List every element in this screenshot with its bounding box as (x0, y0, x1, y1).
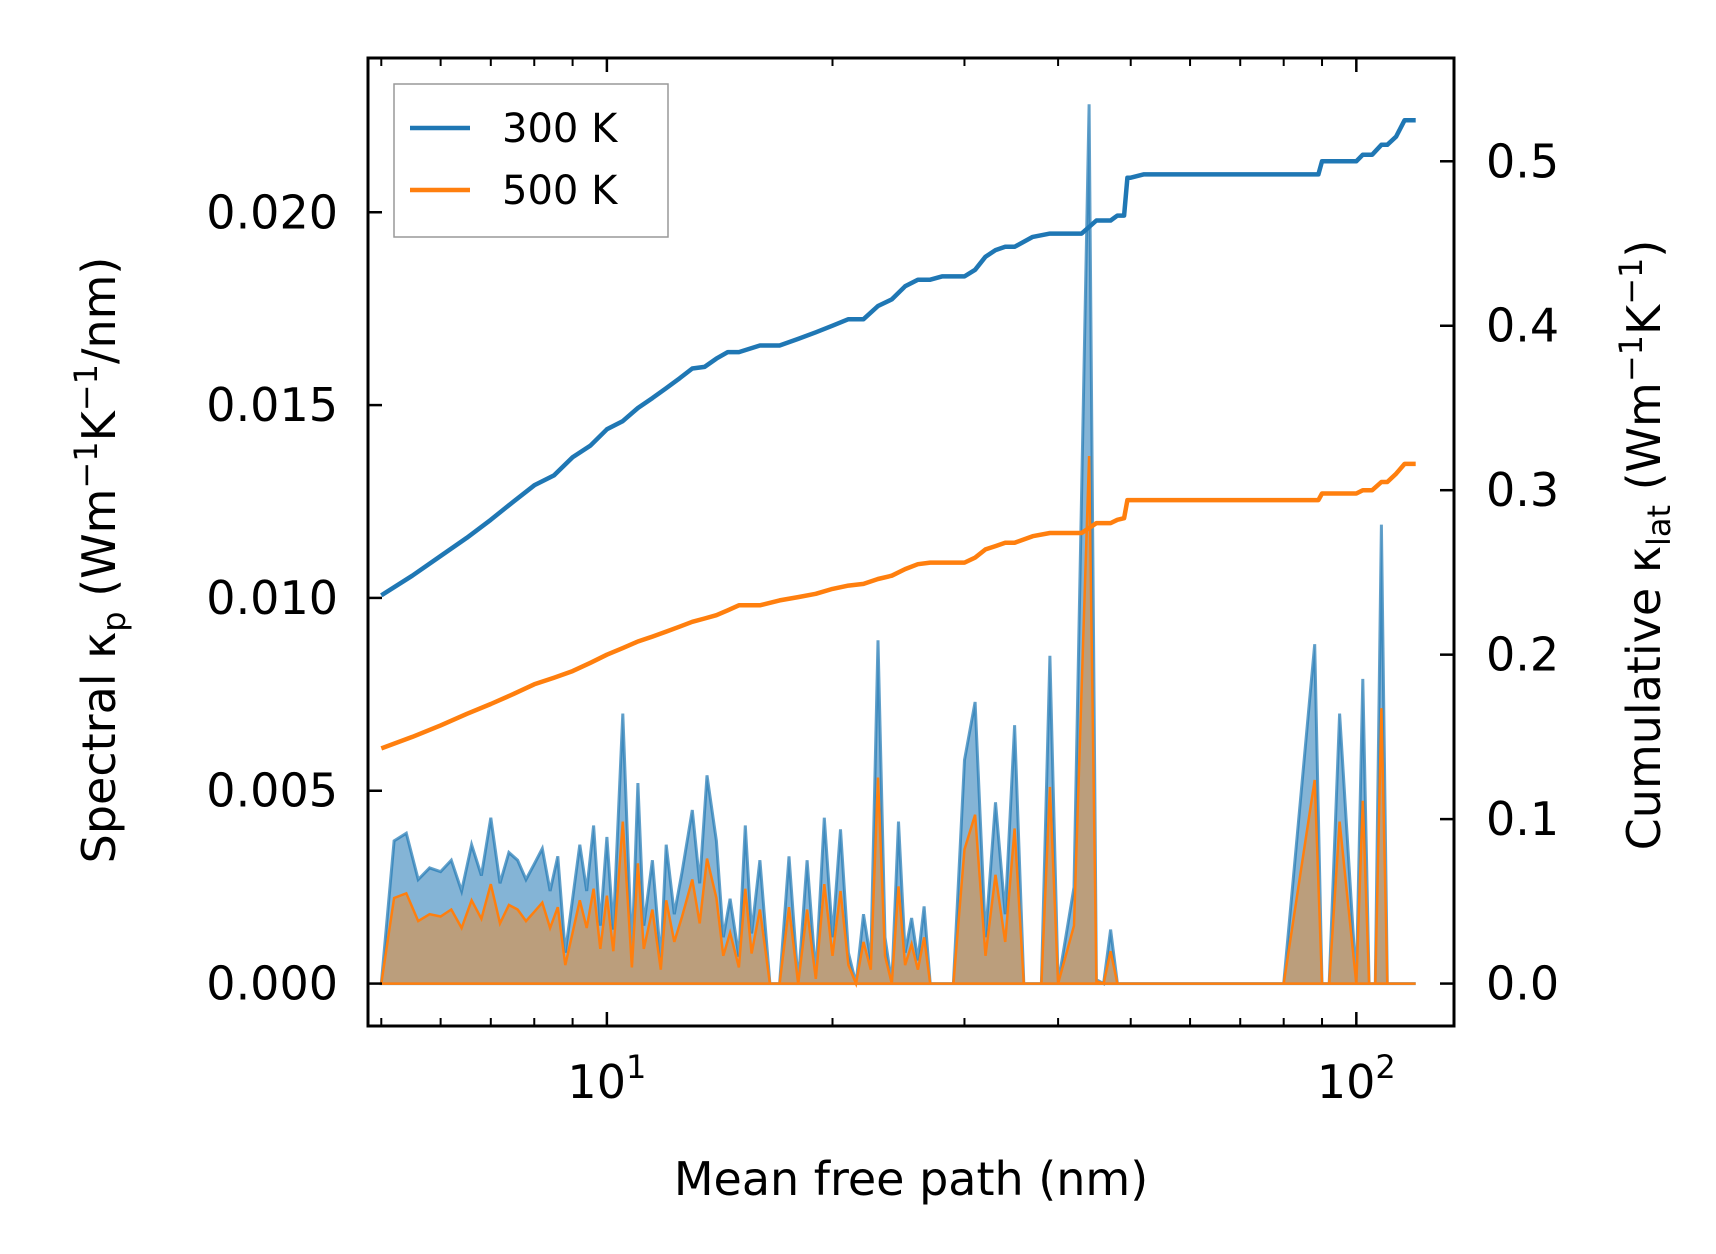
axis-ticks: 0.000 0.005 0.010 0.015 0.020 0.0 0.1 0.2 0.3 0.4… (206, 58, 1559, 1109)
cumulative-line-300k (380, 117, 1416, 598)
y-left-tick-label: 0.010 (206, 571, 338, 625)
cumulative-lines (380, 117, 1416, 751)
plot-frame (366, 56, 1456, 1028)
legend: 300 K 500 K (393, 83, 669, 238)
y-left-tick-label: 0.000 (206, 957, 338, 1011)
spectral-area-500k (379, 455, 1416, 989)
y-left-tick-label: 0.005 (206, 764, 338, 818)
x-tick-label: 102 (1317, 1048, 1396, 1109)
y-right-tick-label: 0.4 (1486, 299, 1559, 353)
x-axis-title: Mean free path (nm) (674, 1152, 1148, 1206)
y-right-tick-label: 0.5 (1486, 134, 1559, 188)
y-right-tick-label: 0.3 (1486, 463, 1559, 517)
y-left-tick-label: 0.020 (206, 185, 338, 239)
spectral-fills (379, 104, 1416, 989)
legend-label-300k: 300 K (502, 106, 619, 152)
cumulative-line-500k (380, 461, 1416, 751)
x-tick-label: 101 (567, 1048, 646, 1109)
y-left-tick-label: 0.015 (206, 378, 338, 432)
y-axis-right-title: Cumulative κlat (Wm−1K−1) (1612, 240, 1678, 851)
legend-box (393, 83, 669, 238)
legend-label-500k: 500 K (502, 168, 619, 214)
y-right-tick-label: 0.2 (1486, 628, 1559, 682)
y-right-tick-label: 0.0 (1486, 957, 1559, 1011)
y-axis-left-title: Spectral κp (Wm−1K−1/nm) (67, 257, 133, 864)
y-right-tick-label: 0.1 (1486, 792, 1559, 846)
